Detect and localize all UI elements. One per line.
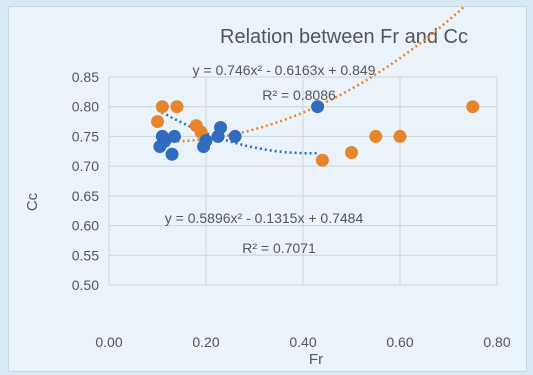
data-point-series-1 [170, 100, 183, 113]
x-tick-label: 0.20 [192, 334, 219, 350]
y-tick-label: 0.75 [72, 128, 99, 144]
data-point-series-1 [466, 100, 479, 113]
y-tick-label: 0.60 [72, 218, 99, 234]
y-tick-label: 0.50 [72, 277, 99, 293]
data-point-series-0 [166, 148, 179, 161]
x-tick-label: 0.40 [289, 334, 316, 350]
y-tick-label: 0.70 [72, 158, 99, 174]
data-point-series-0 [200, 134, 213, 147]
x-tick-label: 0.80 [483, 334, 510, 350]
y-tick-label: 0.55 [72, 247, 99, 263]
chart-title: Relation between Fr and Cc [220, 26, 468, 48]
x-tick-label: 0.60 [386, 334, 413, 350]
x-axis-title: Fr [309, 351, 323, 368]
data-point-series-0 [229, 130, 242, 143]
y-axis-title: Cc [24, 192, 41, 211]
data-point-series-1 [345, 146, 358, 159]
orange-trend-r2: R² = 0.7071 [242, 240, 316, 256]
data-point-series-1 [369, 130, 382, 143]
y-tick-label: 0.65 [72, 188, 99, 204]
data-point-series-0 [168, 130, 181, 143]
data-point-series-1 [316, 154, 329, 167]
y-tick-label: 0.85 [72, 69, 99, 85]
data-point-series-1 [394, 130, 407, 143]
y-tick-label: 0.80 [72, 99, 99, 115]
data-points [151, 100, 479, 166]
data-point-series-1 [156, 100, 169, 113]
chart-frame: Relation between Fr and Cc Cc Fr 0.50 0.5… [8, 6, 527, 372]
data-point-series-1 [151, 115, 164, 128]
blue-trend-r2: R² = 0.8086 [262, 87, 336, 103]
data-point-series-0 [214, 121, 227, 134]
orange-trend-equation: y = 0.5896x² - 0.1315x + 0.7484 [165, 210, 364, 226]
blue-trend-equation: y = 0.746x² - 0.6163x + 0.849 [193, 62, 376, 78]
scatter-chart: Relation between Fr and Cc Cc Fr 0.50 0.5… [9, 7, 526, 371]
x-tick-label: 0.00 [95, 334, 122, 350]
